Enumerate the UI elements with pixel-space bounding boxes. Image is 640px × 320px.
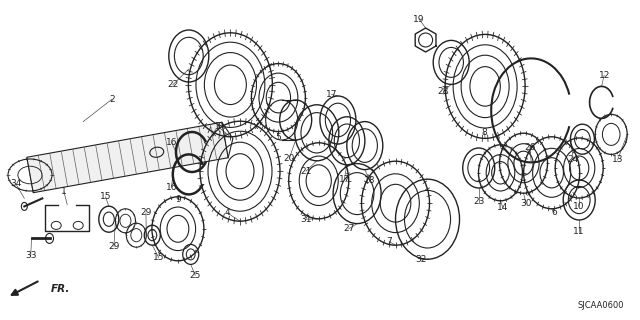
Text: 10: 10 [573, 202, 585, 211]
Text: 11: 11 [573, 228, 585, 236]
Text: 21: 21 [300, 167, 312, 176]
Text: 22: 22 [167, 80, 179, 89]
Text: 2: 2 [109, 95, 115, 104]
Text: 24: 24 [568, 156, 579, 164]
Text: 31: 31 [300, 215, 312, 224]
Text: 12: 12 [598, 71, 610, 80]
Text: 7: 7 [387, 237, 392, 246]
Text: 27: 27 [343, 224, 355, 233]
Text: 14: 14 [497, 204, 509, 212]
Text: 13: 13 [612, 156, 623, 164]
Text: 17: 17 [326, 90, 337, 99]
Text: 15: 15 [100, 192, 111, 201]
Text: 6: 6 [552, 208, 557, 217]
Text: 29: 29 [108, 242, 120, 251]
Text: 16: 16 [166, 183, 177, 192]
Text: 4: 4 [225, 208, 230, 217]
Text: 1: 1 [61, 188, 67, 196]
Text: 25: 25 [189, 271, 201, 280]
Text: 16: 16 [166, 138, 177, 147]
Text: 3: 3 [215, 122, 220, 131]
Text: 30: 30 [520, 199, 532, 208]
Text: FR.: FR. [51, 284, 70, 294]
Text: 8: 8 [482, 128, 487, 137]
Text: SJCAA0600: SJCAA0600 [577, 301, 624, 310]
Polygon shape [27, 122, 228, 193]
Text: 33: 33 [25, 252, 36, 260]
Text: 32: 32 [415, 255, 427, 264]
Text: 19: 19 [413, 15, 425, 24]
Text: 28: 28 [438, 87, 449, 96]
Text: 34: 34 [10, 180, 22, 188]
Text: 17: 17 [339, 175, 350, 184]
Text: 23: 23 [473, 197, 484, 206]
Text: 9: 9 [175, 196, 180, 204]
Text: 26: 26 [524, 143, 536, 152]
Text: 15: 15 [153, 253, 164, 262]
Text: 20: 20 [284, 154, 295, 163]
Text: 5: 5 [276, 133, 281, 142]
Text: 18: 18 [364, 176, 376, 185]
Text: 29: 29 [140, 208, 152, 217]
